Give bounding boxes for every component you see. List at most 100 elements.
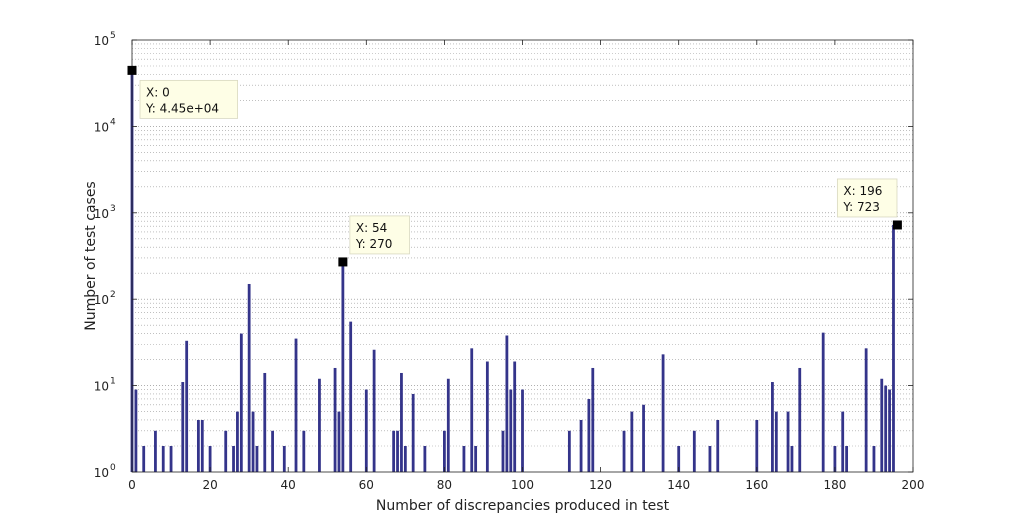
x-axis-ticks: 0 20 40 60 80 100 120 140 160 180 200: [128, 40, 924, 492]
bar: [872, 445, 876, 472]
bar: [271, 430, 274, 472]
bar: [708, 445, 712, 472]
bar: [236, 411, 239, 472]
y-tick-label-exponent: 3: [110, 204, 116, 214]
datatip-marker: [127, 65, 137, 75]
datatip-box: [349, 215, 410, 255]
bar: [462, 445, 466, 472]
y-tick-label-exponent: 0: [110, 463, 116, 473]
bar: [255, 445, 259, 472]
bar: [400, 372, 403, 472]
datatip-marker: [892, 220, 902, 230]
y-tick-label-exponent: 5: [110, 31, 116, 41]
x-tick-label: 100: [511, 478, 534, 492]
bar: [134, 389, 138, 472]
datatip-box: [139, 79, 238, 119]
y-axis-label: Number of test cases: [83, 181, 99, 330]
x-tick-label: 160: [745, 478, 768, 492]
bar: [622, 430, 626, 472]
bar: [579, 419, 583, 472]
x-tick-label: 140: [667, 478, 690, 492]
bar: [224, 430, 228, 472]
bar: [208, 445, 212, 472]
bar: [661, 354, 665, 472]
y-tick-label-base: 10: [94, 466, 109, 480]
bar: [501, 430, 505, 472]
bar: [880, 378, 884, 472]
bar: [161, 445, 165, 472]
bar: [470, 348, 474, 472]
x-tick-label: 60: [359, 478, 374, 492]
y-tick-label-base: 10: [94, 34, 109, 48]
bar: [154, 430, 157, 472]
bar: [349, 321, 353, 472]
bar: [509, 389, 513, 472]
bar: [864, 348, 868, 472]
x-tick-label: 120: [589, 478, 612, 492]
bar: [798, 367, 802, 472]
datatip: X: 0 Y: 4.45e+04: [127, 65, 238, 119]
bar: [513, 361, 517, 472]
bar: [263, 372, 267, 472]
x-tick-label: 0: [128, 478, 136, 492]
bar: [169, 445, 173, 472]
bar: [200, 419, 204, 472]
bar: [567, 430, 571, 472]
bar: [521, 389, 524, 472]
bar: [196, 419, 200, 472]
bar: [294, 338, 298, 472]
bar: [587, 398, 591, 472]
bar: [364, 389, 368, 472]
bar: [790, 445, 794, 472]
y-tick-label-base: 10: [94, 293, 109, 307]
y-tick-label-base: 10: [94, 207, 109, 221]
bar: [474, 445, 478, 472]
bar: [251, 411, 255, 472]
bar: [302, 430, 306, 472]
bar: [411, 393, 415, 472]
x-tick-label: 20: [202, 478, 217, 492]
bar: [786, 411, 790, 472]
datatip-y-text: Y: 4.45e+04: [145, 101, 219, 115]
bar: [771, 382, 774, 472]
bar: [591, 367, 595, 472]
bar: [833, 445, 837, 472]
bar: [716, 419, 720, 472]
datatip-marker: [338, 257, 348, 267]
bar: [505, 335, 509, 472]
bar: [142, 445, 146, 472]
datatips: X: 0 Y: 4.45e+04 X: 54 Y: 270 X: 196 Y: 723: [127, 65, 902, 267]
bar: [755, 419, 759, 472]
x-tick-label: 40: [281, 478, 296, 492]
grid-lines: [132, 43, 913, 447]
bar: [446, 378, 450, 472]
bar: [888, 389, 891, 472]
bar: [884, 385, 888, 472]
bar: [392, 430, 396, 472]
y-tick-label-exponent: 2: [110, 290, 116, 300]
y-tick-label-exponent: 4: [110, 117, 116, 127]
bar: [185, 340, 189, 472]
datatip-x-text: X: 0: [146, 85, 170, 99]
bar: [423, 445, 427, 472]
bar: [181, 382, 185, 472]
y-tick-label-base: 10: [94, 380, 109, 394]
x-axis-label: Number of discrepancies produced in test: [376, 498, 670, 514]
bar: [239, 333, 243, 472]
bar: [821, 332, 825, 472]
bar: [630, 411, 634, 472]
bar: [341, 261, 345, 472]
bar: [403, 445, 407, 472]
bar: [372, 349, 376, 472]
bar: [396, 430, 399, 472]
bar: [642, 404, 645, 472]
datatip-y-text: Y: 723: [842, 200, 880, 214]
datatip-x-text: X: 196: [843, 184, 882, 198]
bar: [892, 224, 895, 472]
bar: [333, 367, 337, 472]
bar: [485, 361, 489, 472]
x-tick-label: 80: [437, 478, 452, 492]
